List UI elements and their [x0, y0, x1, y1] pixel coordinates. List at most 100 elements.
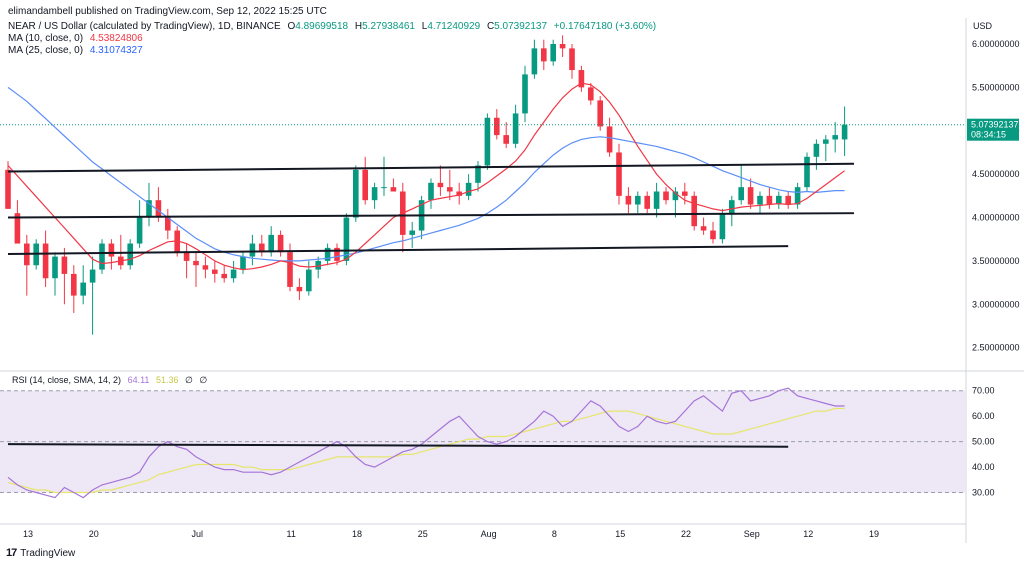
candle[interactable] — [24, 234, 30, 296]
ma25-legend[interactable]: MA (25, close, 0) 4.31074327 — [8, 45, 143, 57]
candle[interactable] — [729, 195, 735, 227]
candle[interactable] — [99, 239, 105, 274]
candle-body — [165, 217, 171, 231]
candle[interactable] — [494, 109, 500, 140]
candle[interactable] — [794, 182, 801, 209]
rsi-legend[interactable]: RSI (14, close, SMA, 14, 2) 64.11 51.36 … — [12, 375, 207, 386]
candle[interactable] — [136, 200, 143, 248]
candle[interactable] — [334, 243, 340, 266]
candle[interactable] — [625, 187, 632, 214]
candle[interactable] — [14, 200, 21, 244]
candle[interactable] — [447, 169, 453, 201]
candle[interactable] — [127, 239, 133, 270]
candle[interactable] — [653, 182, 660, 218]
candle[interactable] — [588, 83, 594, 105]
ma10-legend[interactable]: MA (10, close, 0) 4.53824806 — [8, 33, 143, 45]
support-resistance-trendline[interactable] — [7, 245, 789, 255]
candle[interactable] — [663, 187, 669, 205]
candle[interactable] — [409, 221, 415, 248]
candle[interactable] — [484, 113, 491, 170]
ma25-line[interactable] — [7, 86, 845, 262]
tradingview-logo[interactable]: 17 TradingView — [6, 547, 75, 559]
support-resistance-trendline[interactable] — [7, 162, 855, 173]
candle[interactable] — [804, 152, 810, 192]
candlestick-series[interactable] — [5, 35, 848, 335]
candle[interactable] — [766, 187, 773, 209]
candle[interactable] — [682, 182, 688, 205]
rsi-trendline[interactable] — [7, 443, 789, 448]
candle[interactable] — [343, 213, 350, 266]
candle[interactable] — [315, 256, 321, 279]
candle[interactable] — [89, 256, 96, 335]
candle[interactable] — [306, 260, 312, 296]
candle[interactable] — [296, 278, 303, 300]
candle[interactable] — [503, 122, 509, 149]
candle[interactable] — [710, 221, 716, 244]
candle[interactable] — [108, 239, 115, 270]
candle[interactable] — [221, 265, 227, 283]
candle[interactable] — [381, 156, 387, 196]
candle[interactable] — [249, 234, 256, 266]
drawn-trendlines[interactable] — [7, 162, 855, 255]
candle[interactable] — [456, 182, 462, 205]
candle[interactable] — [42, 230, 49, 287]
candle-body — [362, 169, 368, 201]
candle[interactable] — [418, 195, 425, 240]
candle[interactable] — [52, 252, 58, 296]
rsi-sma-line[interactable] — [7, 407, 845, 494]
candle[interactable] — [353, 165, 359, 222]
symbol-legend[interactable]: NEAR / US Dollar (calculated by TradingV… — [8, 21, 656, 33]
candle[interactable] — [550, 39, 556, 66]
candle[interactable] — [700, 217, 707, 235]
candle[interactable] — [240, 252, 246, 274]
candle[interactable] — [747, 178, 754, 209]
candle[interactable] — [277, 230, 284, 257]
candle[interactable] — [691, 191, 697, 231]
candle[interactable] — [202, 256, 209, 279]
candle[interactable] — [531, 39, 538, 79]
candle[interactable] — [371, 182, 378, 209]
candle[interactable] — [738, 165, 744, 205]
candle[interactable] — [80, 265, 86, 305]
candle[interactable] — [644, 191, 650, 214]
candle[interactable] — [61, 247, 68, 305]
candle[interactable] — [841, 106, 848, 156]
rsi-line[interactable] — [7, 387, 845, 499]
candle[interactable] — [390, 178, 397, 192]
candle[interactable] — [230, 260, 237, 283]
candle[interactable] — [616, 143, 622, 205]
candle[interactable] — [512, 104, 519, 149]
candle[interactable] — [785, 191, 791, 209]
candle[interactable] — [635, 191, 641, 214]
candle[interactable] — [465, 174, 472, 201]
candle[interactable] — [597, 96, 603, 131]
candle[interactable] — [71, 265, 77, 313]
candle[interactable] — [212, 260, 218, 283]
price-tick-label: 6.00000000 — [972, 39, 1020, 49]
candle[interactable] — [165, 208, 171, 240]
candle[interactable] — [757, 191, 763, 214]
candle[interactable] — [832, 122, 838, 153]
candle[interactable] — [5, 161, 11, 209]
support-resistance-trendline[interactable] — [7, 212, 855, 219]
candle[interactable] — [813, 139, 820, 170]
candle[interactable] — [146, 182, 152, 227]
candle[interactable] — [183, 243, 190, 279]
candle[interactable] — [776, 191, 782, 209]
candle[interactable] — [475, 161, 481, 192]
candle[interactable] — [569, 44, 575, 79]
candle[interactable] — [362, 156, 368, 205]
candle[interactable] — [578, 65, 585, 92]
candle[interactable] — [823, 135, 829, 162]
candle[interactable] — [193, 252, 199, 287]
ma10-line[interactable] — [7, 82, 845, 271]
candle[interactable] — [428, 178, 434, 209]
candle[interactable] — [541, 39, 547, 71]
candle[interactable] — [672, 187, 679, 218]
candle[interactable] — [522, 65, 528, 123]
candle[interactable] — [437, 165, 444, 196]
candle[interactable] — [259, 234, 265, 257]
candle[interactable] — [559, 35, 566, 58]
candle[interactable] — [324, 243, 331, 266]
